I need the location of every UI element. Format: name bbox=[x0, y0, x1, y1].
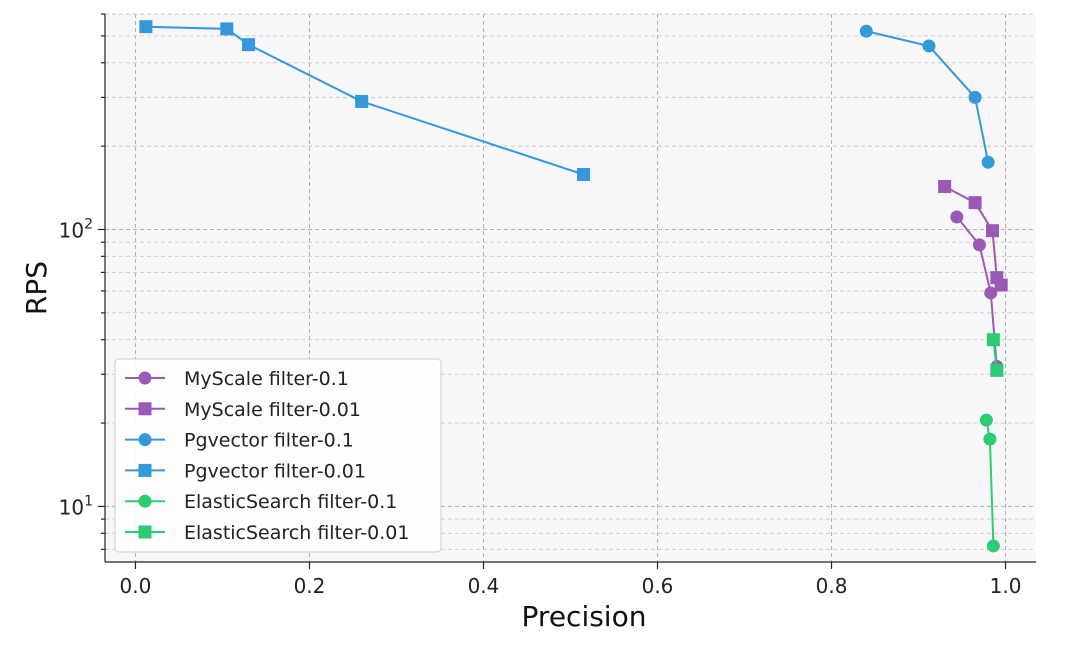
data-point bbox=[985, 224, 999, 238]
legend-frame bbox=[114, 358, 442, 553]
x-tick-label: 0.4 bbox=[468, 574, 500, 598]
x-tick-label: 0.8 bbox=[816, 574, 848, 598]
data-point bbox=[972, 238, 986, 252]
data-point bbox=[983, 432, 997, 446]
data-point bbox=[984, 286, 998, 300]
data-point bbox=[355, 94, 369, 108]
legend-marker bbox=[138, 494, 152, 508]
data-point bbox=[979, 413, 993, 427]
legend-label: MyScale filter-0.1 bbox=[184, 368, 349, 390]
legend-marker bbox=[138, 402, 152, 416]
series-5 bbox=[986, 333, 1004, 377]
data-point bbox=[968, 90, 982, 104]
legend-marker bbox=[138, 371, 152, 385]
y-axis-title: RPS bbox=[20, 261, 53, 315]
data-point bbox=[968, 196, 982, 210]
series-layer bbox=[139, 20, 1008, 553]
data-point bbox=[220, 22, 234, 36]
data-point bbox=[922, 39, 936, 53]
axes: 0.0 0.2 0.4 0.6 0.8 1.0 101 102 bbox=[59, 13, 1036, 598]
x-tick-label: 1.0 bbox=[990, 574, 1022, 598]
y-tick-label: 101 bbox=[59, 493, 93, 519]
data-point bbox=[859, 24, 873, 38]
data-point bbox=[577, 167, 591, 181]
legend-entry: MyScale filter-0.01 bbox=[125, 399, 361, 421]
legend-label: MyScale filter-0.01 bbox=[184, 399, 361, 421]
data-point bbox=[938, 179, 952, 193]
x-axis-title: Precision bbox=[522, 600, 647, 633]
data-point bbox=[981, 155, 995, 169]
legend-entry: ElasticSearch filter-0.1 bbox=[125, 491, 397, 513]
x-tick-label: 0.6 bbox=[642, 574, 674, 598]
data-point bbox=[990, 363, 1004, 377]
legend-entry: ElasticSearch filter-0.01 bbox=[125, 522, 409, 544]
data-point bbox=[242, 38, 256, 52]
series-4 bbox=[979, 413, 1000, 553]
x-tick-label: 0.0 bbox=[120, 574, 152, 598]
y-tick-label: 102 bbox=[59, 216, 93, 242]
legend-marker bbox=[138, 525, 152, 539]
legend-label: Pgvector filter-0.1 bbox=[184, 430, 354, 452]
x-tick-label: 0.2 bbox=[294, 574, 326, 598]
data-point bbox=[950, 210, 964, 224]
legend-marker bbox=[138, 433, 152, 447]
data-point bbox=[139, 20, 153, 34]
legend-label: ElasticSearch filter-0.1 bbox=[184, 491, 397, 513]
legend: MyScale filter-0.1 MyScale filter-0.01 Pgv… bbox=[114, 358, 442, 553]
legend-entry: Pgvector filter-0.1 bbox=[125, 430, 354, 452]
data-point bbox=[986, 539, 1000, 553]
data-point bbox=[986, 333, 1000, 347]
series-2 bbox=[859, 24, 995, 169]
legend-entry: Pgvector filter-0.01 bbox=[125, 460, 366, 482]
legend-label: ElasticSearch filter-0.01 bbox=[184, 522, 409, 544]
legend-label: Pgvector filter-0.01 bbox=[184, 460, 366, 482]
data-point bbox=[994, 278, 1008, 292]
series-line bbox=[956, 216, 998, 367]
series-3 bbox=[139, 20, 591, 181]
legend-entry: MyScale filter-0.1 bbox=[125, 368, 349, 390]
legend-marker bbox=[138, 463, 152, 477]
series-1 bbox=[938, 179, 1008, 292]
series-line bbox=[866, 30, 990, 163]
